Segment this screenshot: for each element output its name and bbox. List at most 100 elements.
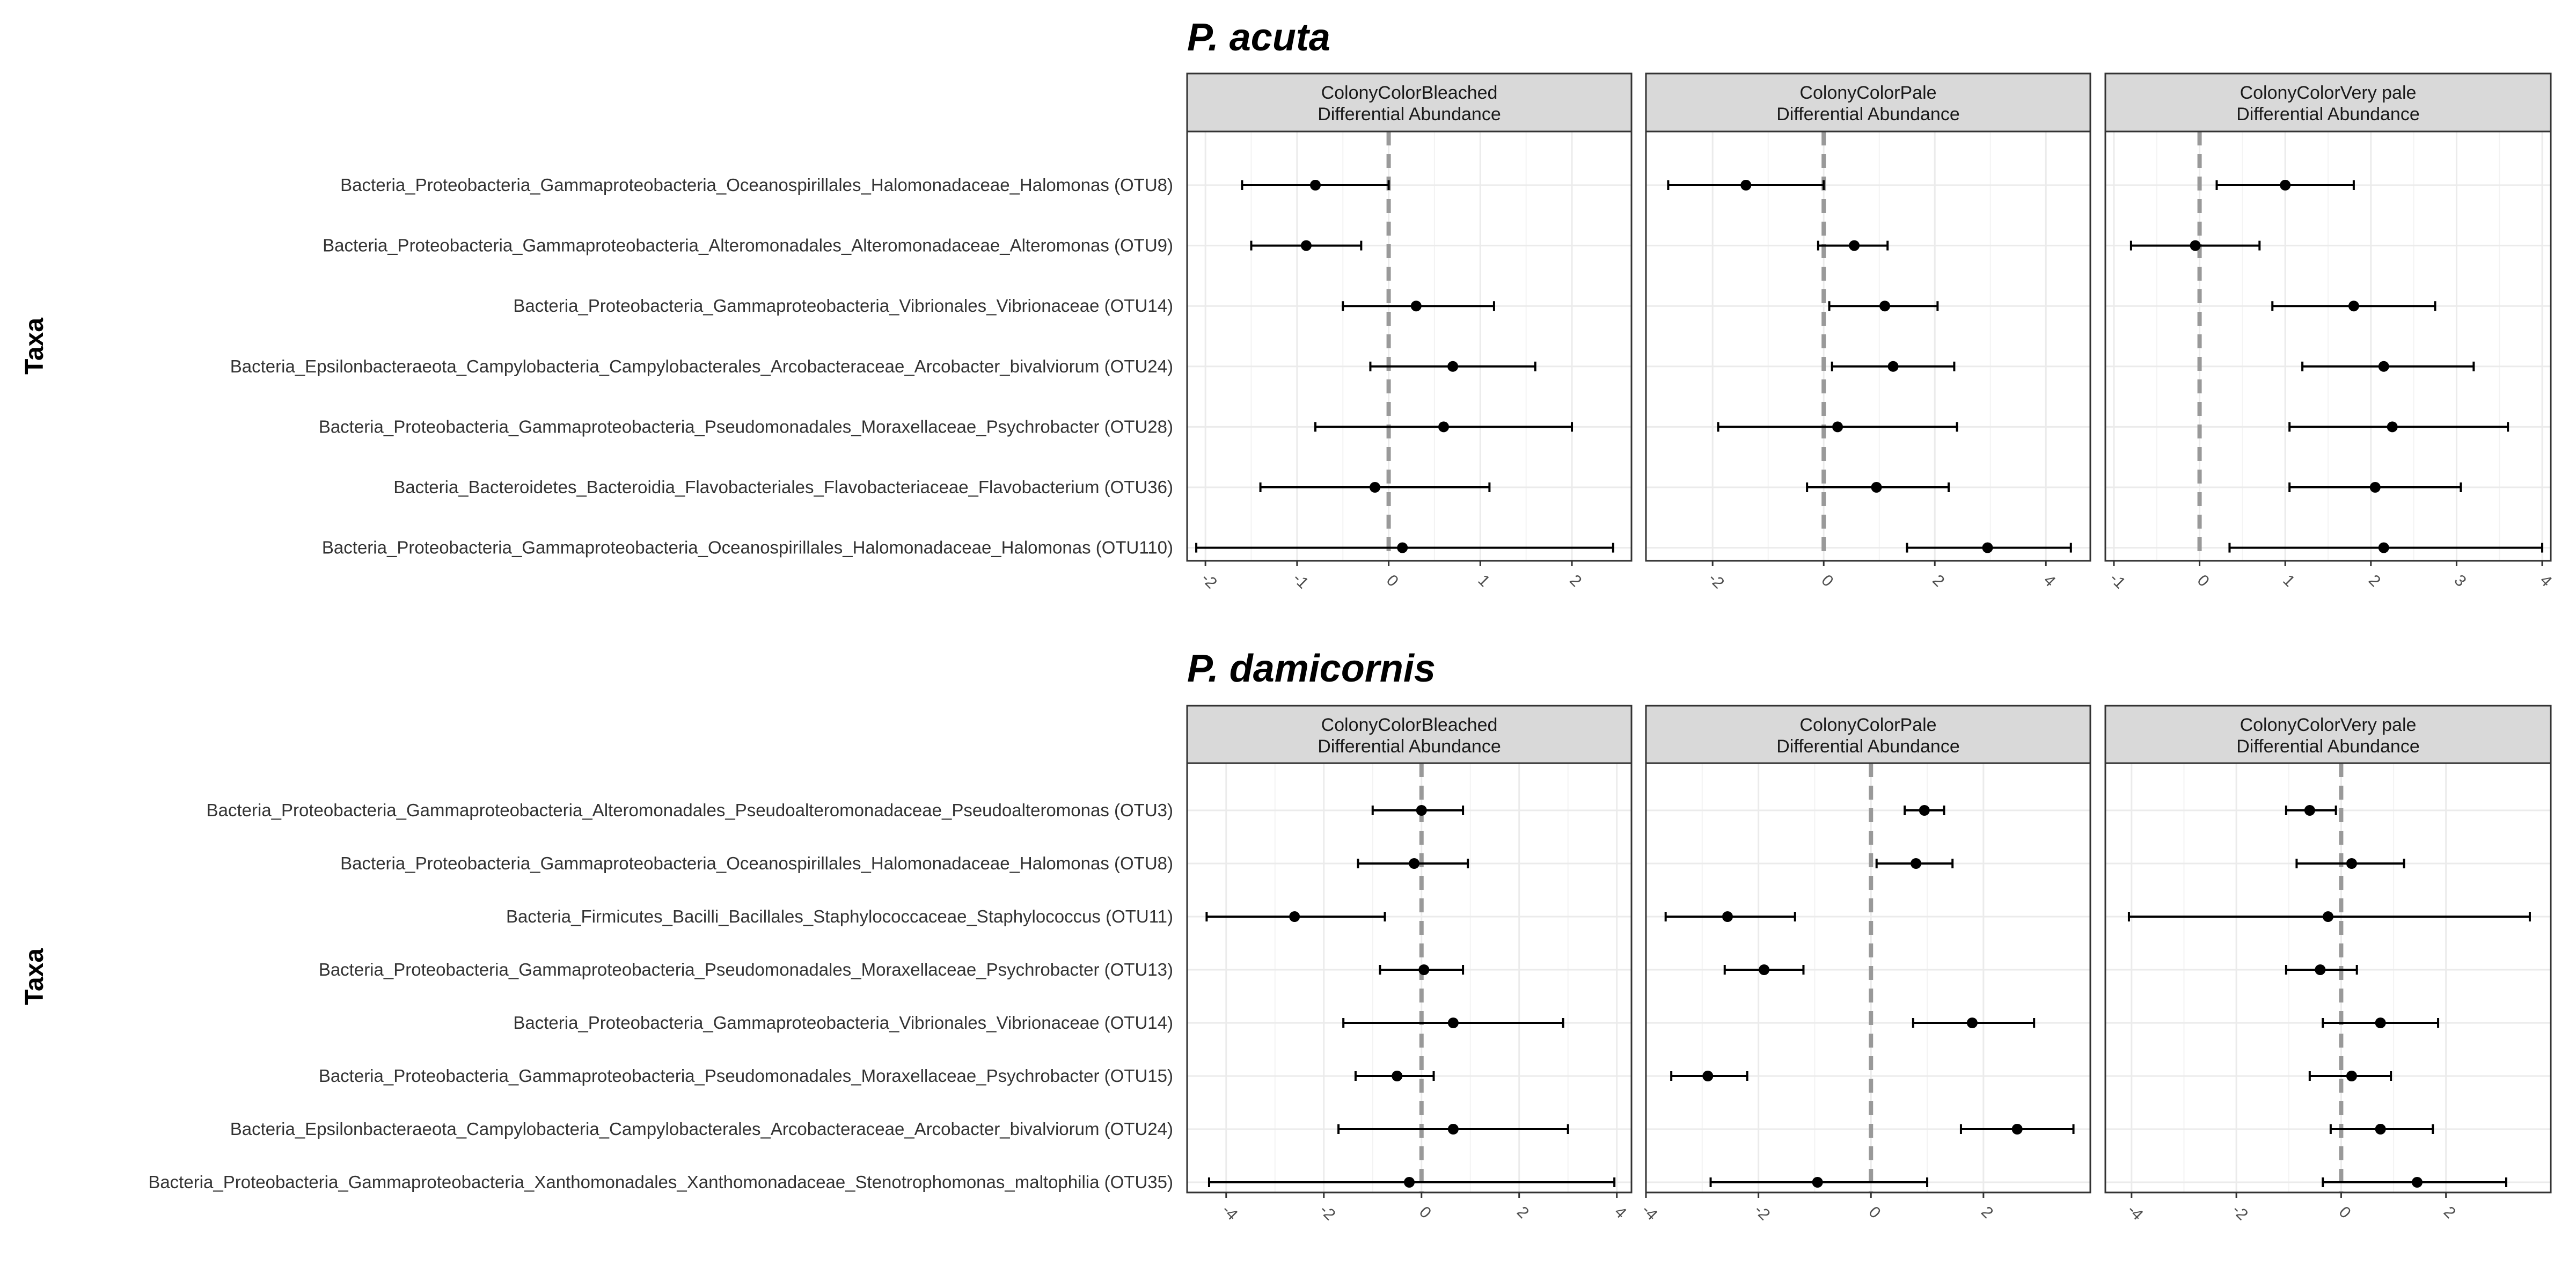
panel-frame bbox=[2104, 130, 2552, 562]
facet-strip-label: ColonyColorPale bbox=[1799, 83, 1936, 103]
estimate-point bbox=[2375, 1018, 2386, 1028]
panel-background bbox=[1646, 131, 2090, 561]
x-tick-label: 0 bbox=[1383, 572, 1402, 590]
x-tick-label: -4 bbox=[1638, 1201, 1661, 1224]
facet-strip-label: ColonyColorBleached bbox=[1321, 83, 1498, 103]
estimate-point bbox=[1416, 805, 1427, 816]
category-label: Bacteria_Epsilonbacteraeota_Campylobacte… bbox=[230, 356, 1173, 376]
estimate-point bbox=[2348, 301, 2359, 312]
category-label: Bacteria_Proteobacteria_Gammaproteobacte… bbox=[319, 960, 1173, 979]
x-tick-label: 4 bbox=[2536, 572, 2555, 590]
estimate-point bbox=[1409, 858, 1420, 869]
x-tick-label: 0 bbox=[1865, 1203, 1884, 1222]
panel-frame bbox=[2104, 762, 2552, 1194]
estimate-point bbox=[1966, 1018, 1978, 1028]
x-tick-label: 0 bbox=[1818, 572, 1836, 590]
chart-p-damicornis: P. damicornis Taxa Bacteria_Proteobacter… bbox=[20, 647, 2552, 1224]
x-tick-label: -2 bbox=[1705, 569, 1728, 592]
facet-strip bbox=[1645, 72, 2091, 133]
panel-frame bbox=[1645, 130, 2091, 562]
chart-p-acuta: P. acuta Taxa Bacteria_Proteobacteria_Ga… bbox=[20, 16, 2555, 592]
facet-strip-sublabel: Differential Abundance bbox=[1776, 104, 1960, 125]
x-tick-label: 2 bbox=[1566, 572, 1585, 590]
estimate-point bbox=[2346, 1071, 2357, 1081]
panel-background bbox=[1187, 763, 1631, 1192]
facet-strip-label: ColonyColorPale bbox=[1799, 715, 1936, 735]
panel-background bbox=[1646, 763, 2090, 1192]
x-tick-label: 0 bbox=[1416, 1203, 1435, 1222]
estimate-point bbox=[1812, 1177, 1823, 1188]
panel-background bbox=[1187, 131, 1631, 561]
estimate-point bbox=[1369, 482, 1380, 493]
estimate-point bbox=[1418, 964, 1430, 975]
estimate-point bbox=[2190, 240, 2201, 251]
y-axis-label-p-damicornis: Taxa bbox=[20, 948, 49, 1005]
facet-strip-sublabel: Differential Abundance bbox=[2236, 736, 2420, 757]
estimate-point bbox=[1722, 911, 1733, 922]
estimate-point bbox=[1849, 240, 1860, 251]
estimate-point bbox=[2323, 911, 2333, 922]
estimate-point bbox=[2387, 421, 2398, 433]
facet-strip-sublabel: Differential Abundance bbox=[1318, 736, 1501, 757]
category-label: Bacteria_Firmicutes_Bacilli_Bacillales_S… bbox=[506, 906, 1173, 926]
facet-strip-label: ColonyColorVery pale bbox=[2240, 83, 2417, 103]
x-tick-label: 2 bbox=[1929, 572, 1948, 590]
estimate-point bbox=[1887, 361, 1899, 372]
x-tick-label: 3 bbox=[2451, 572, 2470, 590]
category-label: Bacteria_Bacteroidetes_Bacteroidia_Flavo… bbox=[393, 477, 1173, 497]
panel-frame bbox=[1645, 762, 2091, 1194]
x-tick-label: -2 bbox=[1198, 569, 1220, 592]
category-label: Bacteria_Proteobacteria_Gammaproteobacte… bbox=[207, 800, 1173, 820]
estimate-point bbox=[2315, 964, 2326, 975]
facet-strip-sublabel: Differential Abundance bbox=[1776, 736, 1960, 757]
x-tick-label: -2 bbox=[2229, 1201, 2251, 1224]
panel-frame bbox=[1186, 130, 1633, 562]
x-tick-label: 1 bbox=[1474, 572, 1493, 590]
estimate-point bbox=[1397, 542, 1408, 553]
estimate-point bbox=[1404, 1177, 1415, 1188]
estimate-point bbox=[1438, 421, 1450, 433]
category-label: Bacteria_Proteobacteria_Gammaproteobacte… bbox=[319, 416, 1173, 436]
y-axis-label-p-acuta: Taxa bbox=[20, 318, 49, 375]
estimate-point bbox=[1982, 542, 1993, 553]
x-tick-label: 0 bbox=[2194, 572, 2213, 590]
x-tick-label: 4 bbox=[1611, 1203, 1630, 1222]
estimate-point bbox=[1310, 180, 1321, 191]
estimate-point bbox=[2378, 361, 2389, 372]
estimate-point bbox=[1289, 911, 1300, 922]
facet-strip-label: ColonyColorBleached bbox=[1321, 715, 1498, 735]
estimate-point bbox=[1919, 805, 1930, 816]
category-label: Bacteria_Proteobacteria_Gammaproteobacte… bbox=[340, 175, 1173, 195]
chart-title-p-acuta: P. acuta bbox=[1187, 16, 1330, 59]
x-tick-label: -4 bbox=[1218, 1201, 1241, 1224]
x-tick-label: -1 bbox=[1289, 569, 1312, 592]
x-tick-label: -2 bbox=[1316, 1201, 1338, 1224]
estimate-point bbox=[1300, 240, 1312, 251]
facet-strip-label: ColonyColorVery pale bbox=[2240, 715, 2417, 735]
chart-title-p-damicornis: P. damicornis bbox=[1187, 647, 1436, 690]
facet-strip-sublabel: Differential Abundance bbox=[1318, 104, 1501, 125]
x-tick-label: -4 bbox=[2124, 1201, 2146, 1224]
panel-background bbox=[2105, 763, 2551, 1192]
x-tick-label: 4 bbox=[2040, 572, 2059, 590]
panel-frame bbox=[1186, 762, 1633, 1194]
x-tick-label: 2 bbox=[2365, 572, 2384, 590]
x-tick-label: -1 bbox=[2106, 569, 2129, 592]
estimate-point bbox=[1879, 301, 1891, 312]
x-tick-label: 2 bbox=[1513, 1203, 1532, 1222]
facet-strip bbox=[2104, 705, 2552, 764]
estimate-point bbox=[1832, 421, 1843, 433]
facet-strip bbox=[1186, 72, 1633, 133]
estimate-point bbox=[1871, 482, 1882, 493]
facet-strip bbox=[1186, 705, 1633, 764]
category-label: Bacteria_Proteobacteria_Gammaproteobacte… bbox=[322, 538, 1173, 558]
category-label: Bacteria_Proteobacteria_Gammaproteobacte… bbox=[340, 853, 1173, 873]
x-tick-label: -2 bbox=[1751, 1201, 1773, 1224]
x-tick-label: 2 bbox=[2440, 1203, 2459, 1222]
